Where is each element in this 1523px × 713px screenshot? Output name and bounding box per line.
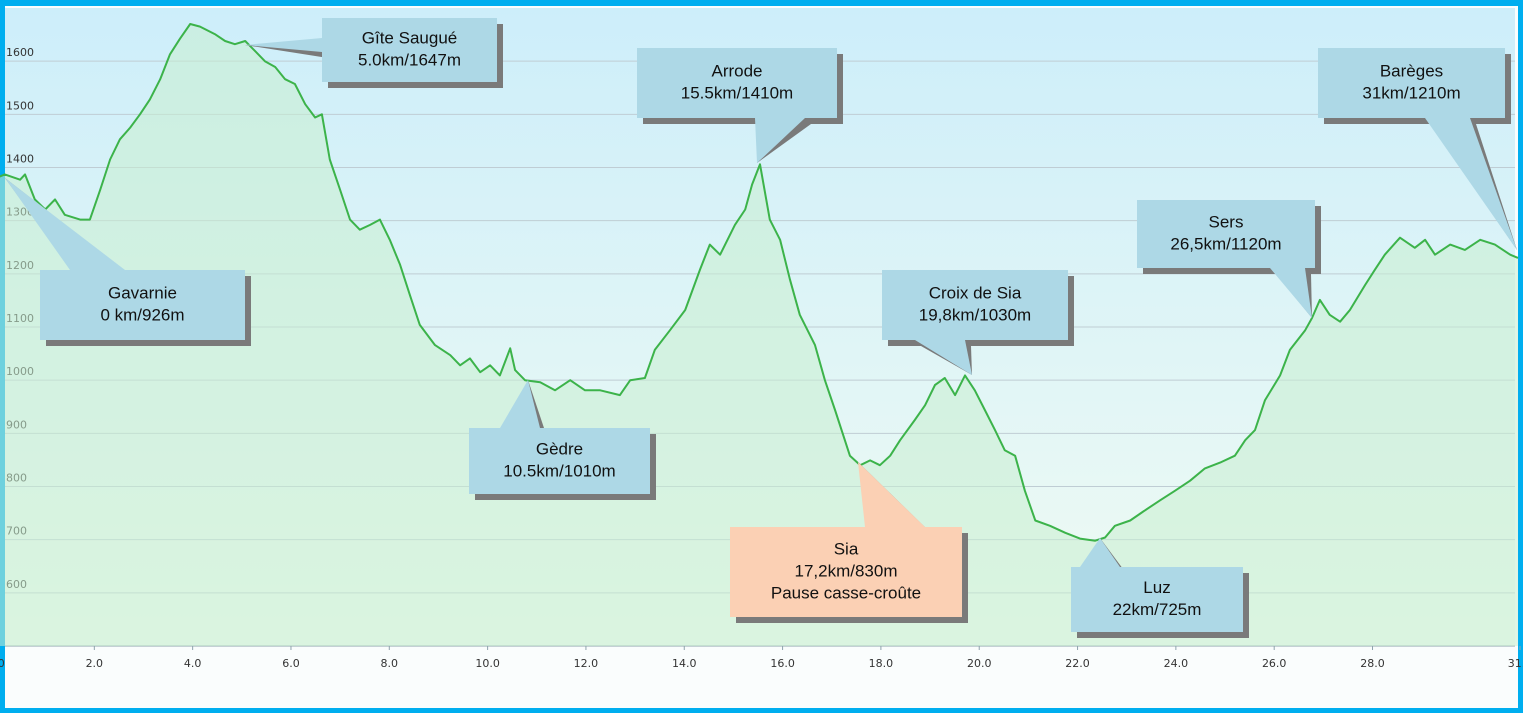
callout-box	[1318, 48, 1505, 118]
callout-text: Gèdre	[536, 439, 583, 458]
callout-text: 15.5km/1410m	[681, 83, 793, 102]
y-tick-label: 1500	[6, 99, 34, 112]
callout-pointer	[500, 380, 540, 428]
x-tick-label: 8.0	[381, 657, 399, 670]
x-tick-label: 2.0	[86, 657, 104, 670]
x-tick-label: 10.0	[475, 657, 500, 670]
callout-pointer	[1080, 538, 1120, 567]
callout-box	[40, 270, 245, 340]
callout-box	[882, 270, 1068, 340]
callout-text: 19,8km/1030m	[919, 305, 1031, 324]
callout-text: 22km/725m	[1113, 600, 1202, 619]
callout-pointer	[5, 178, 125, 270]
callout-box	[637, 48, 837, 118]
x-tick-label: 12.0	[574, 657, 599, 670]
x-tick-label: 28.0	[1360, 657, 1385, 670]
callout-box	[322, 18, 497, 82]
callout-text: Sers	[1209, 212, 1244, 231]
callout-pointer	[245, 38, 322, 52]
area	[0, 24, 1519, 646]
callout-pointer	[915, 340, 972, 375]
callout-text: 0 km/926m	[100, 305, 184, 324]
x-tick-label: 0.0	[0, 657, 5, 670]
callout-text: 5.0km/1647m	[358, 50, 461, 69]
callout-box	[1137, 200, 1315, 268]
x-tick-label: 16.0	[770, 657, 795, 670]
callout-pointer	[1425, 118, 1517, 250]
callout-text: Pause casse-croûte	[771, 583, 921, 602]
callout-text: Croix de Sia	[929, 283, 1022, 302]
callout-text: 26,5km/1120m	[1170, 234, 1281, 253]
callout-text: 10.5km/1010m	[503, 461, 615, 480]
x-tick-label: 20.0	[967, 657, 992, 670]
callout-pointer	[755, 118, 805, 163]
callout-box	[469, 428, 650, 494]
x-tick-label: 18.0	[869, 657, 894, 670]
y-tick-label: 1400	[6, 153, 34, 166]
callout-pointer	[1270, 268, 1312, 318]
callout-text: Barèges	[1380, 61, 1443, 80]
x-tick-label: 4.0	[184, 657, 202, 670]
x-tick-label: 26.0	[1262, 657, 1287, 670]
callout-box	[1071, 567, 1243, 632]
callout-text: Arrode	[711, 61, 762, 80]
x-tick-label: 31.0	[1508, 657, 1523, 670]
callout-box	[730, 527, 962, 617]
callout-text: Gavarnie	[108, 283, 177, 302]
y-tick-label: 1600	[6, 46, 34, 59]
callout-text: Luz	[1143, 578, 1170, 597]
elevation-line	[0, 23, 1519, 542]
x-tick-label: 22.0	[1065, 657, 1090, 670]
callout-pointer	[858, 462, 925, 527]
x-tick-label: 24.0	[1164, 657, 1189, 670]
x-tick-label: 6.0	[282, 657, 300, 670]
callout-text: Gîte Saugué	[362, 28, 457, 47]
x-tick-label: 14.0	[672, 657, 697, 670]
callout-text: 17,2km/830m	[795, 561, 898, 580]
callout-text: 31km/1210m	[1362, 83, 1460, 102]
callout-text: Sia	[834, 539, 859, 558]
